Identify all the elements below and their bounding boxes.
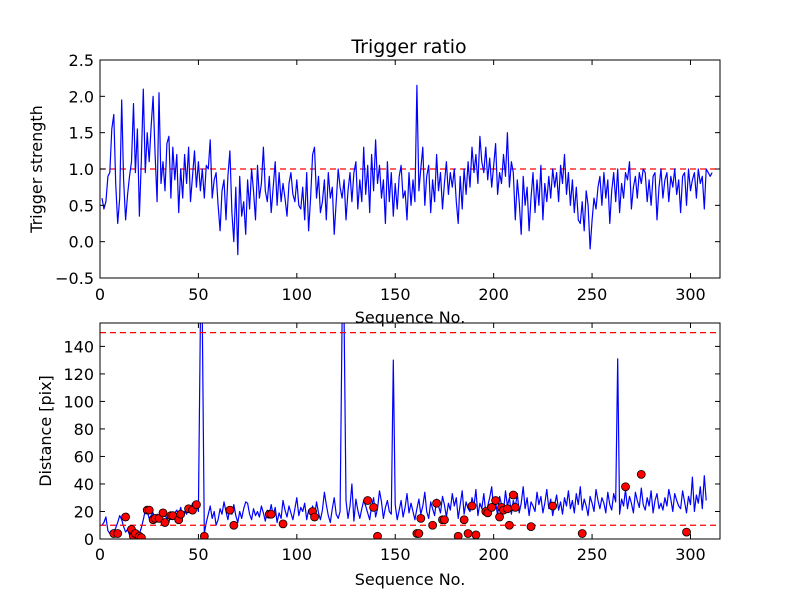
scatter-point <box>621 482 630 492</box>
x-ticks: 0 50 100 150 200 250 300 <box>95 60 706 304</box>
scatter-point <box>229 520 239 530</box>
scatter-point <box>463 529 473 538</box>
x-tick-label: 0 <box>95 545 105 564</box>
series-line <box>101 323 707 537</box>
x-tick-label: 100 <box>282 285 313 304</box>
scatter-point <box>363 496 373 505</box>
scatter-point <box>369 502 378 512</box>
scatter-point <box>414 529 424 538</box>
scatter-point <box>510 502 520 512</box>
plot-area <box>101 84 713 256</box>
x-tick-label: 200 <box>478 545 509 564</box>
scatter-point <box>440 515 449 525</box>
y-tick-label: 2.0 <box>69 87 94 106</box>
scatter-point <box>160 518 170 527</box>
scatter-point <box>192 500 201 510</box>
scatter-point <box>471 530 481 539</box>
scatter-point <box>682 527 691 537</box>
scatter-point <box>503 504 512 514</box>
scatter-point <box>136 533 146 539</box>
y-tick-label: 140 <box>63 337 94 356</box>
y-axis-label: Distance [pix] <box>36 375 55 487</box>
x-tick-label: 150 <box>380 545 411 564</box>
scatter-point <box>113 529 123 538</box>
x-tick-label: 300 <box>675 545 706 564</box>
scatter-point <box>453 531 463 539</box>
x-tick-label: 250 <box>577 545 608 564</box>
y-tick-label: 0.5 <box>69 196 94 215</box>
y-ticks: 0 20 40 60 80 100 120 140 <box>63 337 720 549</box>
scatter-point <box>266 509 276 519</box>
chart-title: Trigger ratio <box>350 36 466 58</box>
x-ticks: 0 50 100 150 200 250 300 <box>95 323 706 564</box>
scatter-point <box>459 515 469 525</box>
series-line <box>101 84 713 256</box>
y-tick-label: 0.0 <box>69 233 94 252</box>
y-tick-label: 100 <box>63 392 94 411</box>
x-axis-label: Sequence No. <box>355 308 466 327</box>
y-ticks: −0.5 0.0 0.5 1.0 1.5 2.0 2.5 <box>55 51 720 288</box>
x-tick-label: 150 <box>380 285 411 304</box>
scatter-point <box>176 509 186 519</box>
y-tick-label: 80 <box>74 420 94 439</box>
y-tick-label: 2.5 <box>69 51 94 70</box>
y-axis-label: Trigger strength <box>27 105 46 234</box>
distance-chart: 0 50 100 150 200 250 300 0 20 40 60 80 100 120 140 Se… <box>36 322 721 589</box>
scatter-point <box>491 496 501 505</box>
x-tick-label: 50 <box>188 545 208 564</box>
scatter-point <box>144 505 154 515</box>
scatter-point <box>158 508 168 518</box>
scatter-point <box>636 469 646 479</box>
scatter-point <box>495 512 504 522</box>
y-tick-label: 1.5 <box>69 124 94 143</box>
scatter-point <box>467 501 477 511</box>
scatter-point <box>225 505 235 515</box>
axes-frame <box>99 322 721 540</box>
scatter-point <box>199 531 209 539</box>
scatter-point <box>310 512 319 522</box>
scatter-point <box>416 513 426 523</box>
scatter-point <box>504 520 514 530</box>
scatter-point <box>577 529 587 538</box>
y-tick-label: 20 <box>74 502 94 521</box>
y-tick-label: 1.0 <box>69 160 94 179</box>
x-tick-label: 100 <box>282 545 313 564</box>
scatter-point <box>373 531 382 539</box>
y-tick-label: −0.5 <box>55 269 94 288</box>
scatter-point <box>428 520 438 530</box>
x-tick-label: 50 <box>188 285 208 304</box>
scatter-point <box>548 501 558 511</box>
y-tick-label: 40 <box>74 475 94 494</box>
scatter-point <box>508 490 518 500</box>
plot-area <box>100 323 720 539</box>
scatter-point <box>432 498 441 508</box>
scatter-point <box>487 502 497 512</box>
trigger-ratio-chart: Trigger ratio 0 50 100 150 200 250 300 −0.5 0.0… <box>27 36 721 327</box>
scatter-point <box>278 519 288 529</box>
y-tick-label: 0 <box>84 530 94 549</box>
x-tick-label: 200 <box>478 285 509 304</box>
x-tick-label: 0 <box>95 285 105 304</box>
y-tick-label: 120 <box>63 365 94 384</box>
x-tick-label: 250 <box>577 285 608 304</box>
x-axis-label: Sequence No. <box>355 570 466 589</box>
y-tick-label: 60 <box>74 447 94 466</box>
scatter-point <box>526 522 536 532</box>
x-tick-label: 300 <box>675 285 706 304</box>
scatter-point <box>121 512 130 522</box>
